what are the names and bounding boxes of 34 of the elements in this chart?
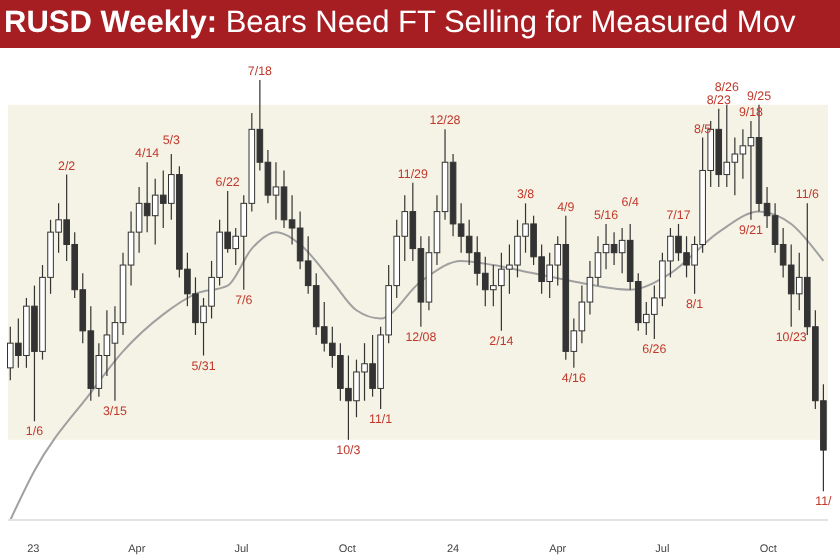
candlestick (473, 235, 481, 287)
candlestick (514, 219, 521, 278)
candlestick (675, 223, 682, 262)
candlestick (618, 227, 626, 274)
candlestick (546, 252, 553, 299)
candlestick (610, 231, 618, 266)
candlestick (143, 161, 151, 233)
candlestick (280, 169, 288, 229)
candlestick (159, 169, 167, 229)
candlestick (7, 326, 14, 381)
candlestick (481, 256, 489, 307)
candlestick (353, 359, 360, 418)
candlestick (369, 334, 376, 398)
candlestick (337, 342, 344, 402)
candlestick (578, 285, 586, 344)
candlestick (602, 223, 610, 270)
candlestick (345, 354, 352, 441)
candlestick (739, 128, 747, 180)
candlestick (747, 120, 755, 221)
candlestick (31, 285, 38, 422)
candlestick (715, 108, 723, 188)
candlestick (498, 252, 505, 332)
candlestick (506, 243, 513, 295)
candlestick (683, 235, 690, 278)
candlestick (723, 104, 731, 188)
candlestick (731, 136, 739, 196)
candlestick (361, 342, 368, 402)
candlestick (787, 243, 795, 328)
candlestick (192, 276, 199, 336)
candlestick (272, 161, 280, 221)
candlestick (490, 264, 497, 307)
chart-title: RUSD Weekly: Bears Need FT Selling for Measured Mov (0, 0, 840, 48)
candlestick (465, 219, 473, 266)
candlestick (151, 178, 159, 246)
